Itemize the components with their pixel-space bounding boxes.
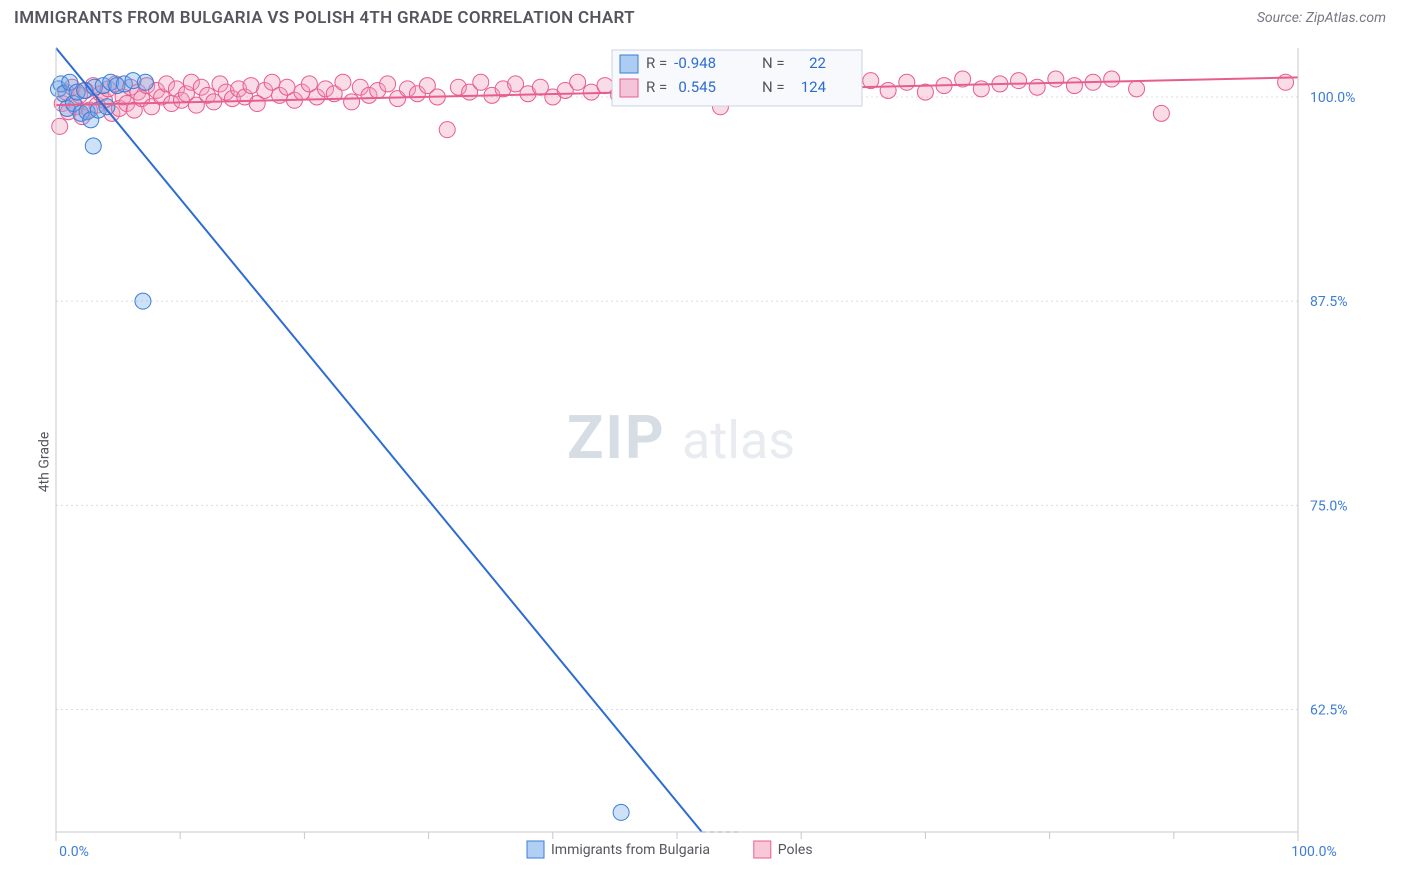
data-point-bulgaria [137,74,153,90]
data-point-poles [344,94,360,110]
data-point-poles [1104,71,1120,87]
x-tick-label: 0.0% [59,844,89,860]
chart-source: Source: ZipAtlas.com [1257,10,1386,26]
chart-title: IMMIGRANTS FROM BULGARIA VS POLISH 4TH G… [14,8,635,28]
stats-swatch [620,79,638,97]
chart-header: IMMIGRANTS FROM BULGARIA VS POLISH 4TH G… [0,0,1406,34]
y-axis-label: 4th Grade [36,432,52,493]
scatter-chart: 62.5% 75.0% 87.5% 100.0% ZIP atlas 0.0% 100.0% R… [14,42,1392,882]
data-point-bulgaria [85,138,101,154]
data-point-poles [1153,105,1169,121]
stats-swatch [620,55,638,73]
stats-n-value: 124 [801,78,827,96]
data-point-poles [880,82,896,98]
y-tick-label: 62.5% [1310,703,1348,719]
y-tick-label: 100.0% [1310,90,1355,106]
watermark: atlas [682,410,795,471]
stats-n-value: 22 [809,54,826,72]
stats-label: R = [646,54,667,72]
data-point-poles [1048,71,1064,87]
data-point-poles [597,78,613,94]
data-point-poles [570,74,586,90]
data-point-poles [335,74,351,90]
stats-r-value: 0.545 [678,78,716,96]
data-point-bulgaria [99,99,115,115]
data-point-poles [899,74,915,90]
chart-area: 4th Grade 62.5% 75.0% 87.5% 100.0% ZIP atlas 0… [14,42,1392,882]
data-point-poles [973,81,989,97]
data-point-poles [1029,79,1045,95]
y-tick-label: 87.5% [1310,294,1348,310]
x-tick-label: 100.0% [1291,844,1336,860]
stats-label: N = [762,54,785,72]
legend-label: Immigrants from Bulgaria [551,842,710,858]
stats-r-value: -0.948 [674,54,716,72]
data-point-bulgaria [613,804,629,820]
data-point-poles [473,74,489,90]
legend-swatch [754,841,771,858]
legend-label: Poles [778,842,813,858]
data-point-bulgaria [135,293,151,309]
data-point-poles [380,76,396,92]
data-point-poles [52,118,68,134]
watermark: ZIP [567,402,666,473]
stats-label: R = [646,78,667,96]
y-tick-label: 75.0% [1310,498,1348,514]
data-point-poles [1129,81,1145,97]
data-point-poles [439,122,455,138]
legend-swatch [527,841,544,858]
data-point-poles [1066,78,1082,94]
stats-label: N = [762,78,785,96]
data-point-poles [1011,73,1027,89]
